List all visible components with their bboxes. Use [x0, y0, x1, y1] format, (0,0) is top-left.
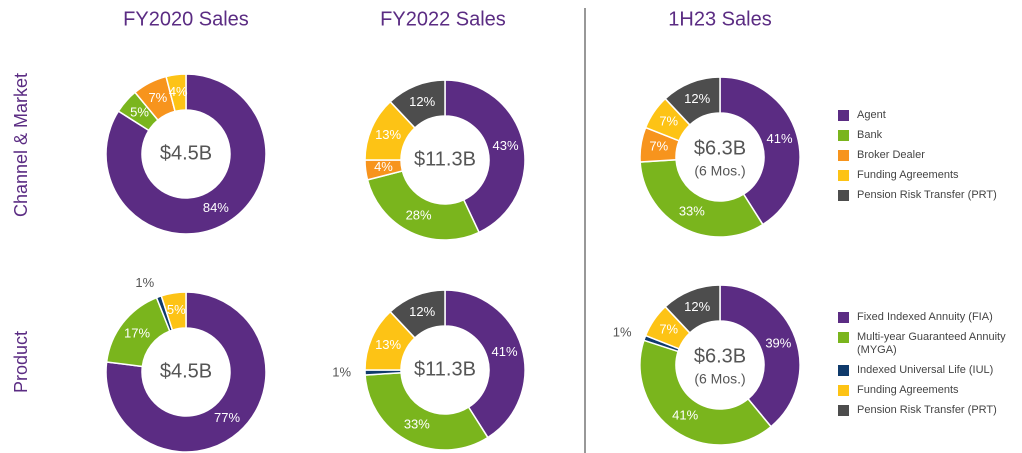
center-label: $6.3B	[694, 345, 746, 367]
legend: Fixed Indexed Annuity (FIA) Multi-year Gu…	[838, 311, 1018, 424]
legend-item: Pension Risk Transfer (PRT)	[838, 189, 1018, 202]
column-title: FY2020 Sales	[123, 8, 249, 30]
row-title: Product	[11, 331, 31, 393]
legend-item: Pension Risk Transfer (PRT)	[838, 404, 1018, 417]
donut-slice	[389, 79, 446, 129]
data-label: 28%	[406, 208, 432, 223]
data-label: 12%	[409, 94, 435, 109]
legend-swatch	[838, 385, 849, 396]
legend-item: Fixed Indexed Annuity (FIA)	[838, 311, 1018, 324]
legend-item: Funding Agreements	[838, 384, 1018, 397]
center-label: $4.5B	[160, 360, 212, 382]
donut-slice	[366, 170, 481, 241]
data-label: 17%	[124, 325, 150, 340]
legend-label: Fixed Indexed Annuity (FIA)	[857, 311, 993, 323]
data-label: 12%	[409, 304, 435, 319]
legend-swatch	[838, 150, 849, 161]
row-title: Channel & Market	[11, 73, 31, 217]
donut-slice	[165, 73, 187, 113]
center-label: $11.3B	[414, 148, 476, 170]
legend-item: Funding Agreements	[838, 169, 1018, 182]
donut-slice	[105, 73, 267, 235]
legend-label: Funding Agreements	[857, 384, 959, 396]
data-label: 7%	[649, 139, 668, 154]
center-label: $6.3B	[694, 137, 746, 159]
legend-label: Pension Risk Transfer (PRT)	[857, 404, 997, 416]
data-label: 7%	[659, 114, 678, 129]
data-label: 13%	[375, 127, 401, 142]
legend-label: Multi-year Guaranteed Annuity (MYGA)	[857, 331, 1006, 356]
column-title: 1H23 Sales	[668, 8, 771, 30]
donut-slice	[719, 284, 801, 428]
legend-swatch	[838, 312, 849, 323]
legend-label: Agent	[857, 109, 886, 121]
legend-swatch	[838, 365, 849, 376]
legend-item: Bank	[838, 129, 1018, 142]
donut-slice	[639, 339, 773, 446]
data-label: 41%	[767, 131, 793, 146]
legend-item: Multi-year Guaranteed Annuity (MYGA)	[838, 331, 1018, 357]
data-label: 41%	[492, 344, 518, 359]
legend-label: Indexed Universal Life (IUL)	[857, 364, 994, 376]
legend-item: Broker Dealer	[838, 149, 1018, 162]
donut-slice	[389, 289, 446, 339]
data-label: 33%	[404, 417, 430, 432]
legend-swatch	[838, 405, 849, 416]
donut-slice	[444, 289, 526, 439]
donut-slice	[639, 158, 764, 238]
legend-item: Agent	[838, 109, 1018, 122]
center-sublabel: (6 Mos.)	[694, 163, 745, 179]
legend-label: Bank	[857, 129, 883, 141]
data-label: 39%	[765, 335, 791, 350]
donut-slice	[664, 284, 721, 334]
data-label: 77%	[214, 410, 240, 425]
data-label: 13%	[375, 337, 401, 352]
data-label: 5%	[130, 104, 149, 119]
donut-slice	[364, 371, 489, 451]
legend-swatch	[838, 110, 849, 121]
data-label: 1%	[135, 275, 154, 290]
data-label: 12%	[684, 299, 710, 314]
data-label: 12%	[684, 91, 710, 106]
data-label: 7%	[659, 322, 678, 337]
donut-slice	[664, 76, 721, 126]
data-label: 1%	[332, 364, 351, 379]
data-label: 4%	[374, 159, 393, 174]
data-label: 1%	[613, 325, 632, 340]
column-title: FY2022 Sales	[380, 8, 506, 30]
donut-slice	[105, 291, 267, 453]
data-label: 5%	[167, 302, 186, 317]
donut-slice	[444, 79, 526, 234]
legend-swatch	[838, 190, 849, 201]
data-label: 41%	[672, 408, 698, 423]
data-label: 4%	[169, 84, 188, 99]
center-sublabel: (6 Mos.)	[694, 371, 745, 387]
center-label: $4.5B	[160, 142, 212, 164]
legend-label: Pension Risk Transfer (PRT)	[857, 189, 997, 201]
legend-swatch	[838, 130, 849, 141]
data-label: 33%	[679, 204, 705, 219]
donut-slice	[160, 291, 187, 332]
center-label: $11.3B	[414, 358, 476, 380]
legend-label: Funding Agreements	[857, 169, 959, 181]
donut-slice	[719, 76, 801, 226]
legend-swatch	[838, 170, 849, 181]
legend-swatch	[838, 332, 849, 343]
legend: Agent Bank Broker Dealer Funding Agreements…	[838, 109, 1018, 209]
legend-label: Broker Dealer	[857, 149, 925, 161]
data-label: 7%	[148, 90, 167, 105]
data-label: 84%	[203, 200, 229, 215]
legend-item: Indexed Universal Life (IUL)	[838, 364, 1018, 377]
data-label: 43%	[492, 138, 518, 153]
